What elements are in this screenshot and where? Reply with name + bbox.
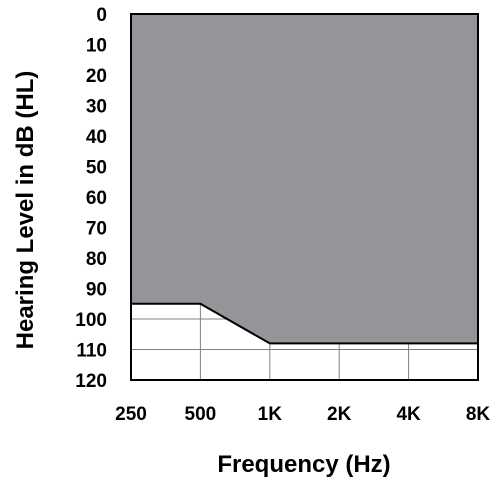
y-tick-label-0: 0 <box>96 5 107 26</box>
y-tick-label-80: 80 <box>86 249 107 270</box>
y-tick-label-70: 70 <box>86 219 107 240</box>
x-tick-label-8K: 8K <box>466 404 491 425</box>
y-tick-labels: 0 10 20 30 40 50 60 70 80 90 100 110 120 <box>75 5 107 392</box>
y-tick-label-10: 10 <box>86 36 107 57</box>
y-tick-label-30: 30 <box>86 97 107 118</box>
x-axis-title: Frequency (Hz) <box>217 451 390 478</box>
y-tick-label-120: 120 <box>75 371 107 392</box>
y-tick-label-100: 100 <box>75 310 107 331</box>
x-tick-label-1K: 1K <box>258 404 283 425</box>
area-layer <box>131 14 478 345</box>
y-tick-label-90: 90 <box>86 280 107 301</box>
y-tick-label-110: 110 <box>76 341 107 362</box>
x-tick-label-4K: 4K <box>396 404 421 425</box>
x-tick-label-500: 500 <box>185 404 217 425</box>
y-axis-title: Hearing Level in dB (HL) <box>12 71 39 350</box>
shaded-area <box>131 14 478 344</box>
y-tick-label-60: 60 <box>86 188 107 209</box>
x-tick-label-250: 250 <box>115 404 147 425</box>
x-tick-label-2K: 2K <box>327 404 352 425</box>
y-tick-label-40: 40 <box>86 127 107 148</box>
plot-frame <box>130 13 479 381</box>
y-tick-label-20: 20 <box>86 66 107 87</box>
boundary-line <box>131 302 478 345</box>
frame-layer <box>130 13 479 381</box>
x-tick-labels: 250 500 1K 2K 4K 8K <box>115 404 490 425</box>
y-tick-label-50: 50 <box>86 158 107 179</box>
